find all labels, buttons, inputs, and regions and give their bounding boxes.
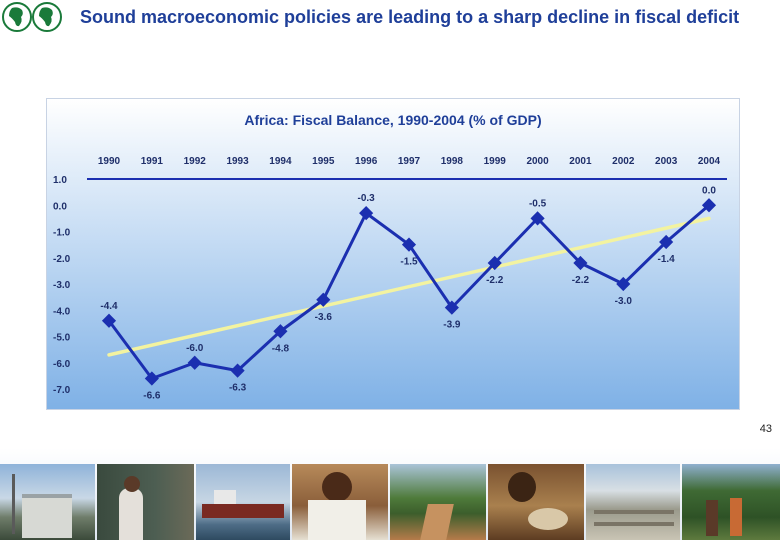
data-point-1992 (187, 355, 202, 370)
x-tick-label: 2004 (698, 156, 721, 167)
photo-port-building (0, 464, 95, 540)
y-tick-label: 0.0 (53, 201, 67, 212)
slide-title: Sound macroeconomic policies are leading… (80, 7, 740, 27)
y-tick-label: -2.0 (53, 254, 71, 265)
photo-cargo-ship (196, 464, 290, 540)
photo-villagers-in-forest (682, 464, 780, 540)
photo-schoolboy-writing (292, 464, 388, 540)
data-point-2001 (573, 255, 588, 271)
data-point-1994 (273, 324, 288, 339)
data-label-1998: -3.9 (443, 320, 461, 331)
data-label-1996: -0.3 (358, 193, 376, 204)
y-tick-label: -6.0 (53, 359, 71, 370)
data-label-2002: -3.0 (615, 296, 633, 307)
x-tick-label: 1995 (312, 156, 335, 167)
x-tick-label: 2001 (569, 156, 592, 167)
data-label-1993: -6.3 (229, 383, 247, 394)
data-label-2001: -2.2 (572, 275, 590, 286)
x-tick-label: 2002 (612, 156, 635, 167)
data-label-1995: -3.6 (315, 312, 333, 323)
data-point-1995 (316, 292, 331, 307)
y-tick-label: 1.0 (53, 175, 67, 186)
data-label-2000: -0.5 (529, 198, 547, 209)
x-tick-label: 2003 (655, 156, 678, 167)
trend-line (107, 216, 711, 357)
data-label-1990: -4.4 (100, 301, 118, 312)
x-tick-label: 1992 (184, 156, 207, 167)
data-label-1997: -1.5 (400, 257, 418, 268)
x-tick-label: 1994 (269, 156, 292, 167)
data-point-1998 (444, 300, 459, 315)
photo-child-at-blackboard (97, 464, 194, 540)
data-point-1997 (401, 237, 417, 252)
data-label-1999: -2.2 (486, 275, 504, 286)
y-tick-label: -4.0 (53, 306, 71, 317)
photo-dirt-road (390, 464, 486, 540)
data-point-1999 (487, 255, 502, 271)
chart-title: Africa: Fiscal Balance, 1990-2004 (% of … (244, 112, 541, 128)
photo-salt-pans (586, 464, 680, 540)
x-tick-label: 1993 (226, 156, 249, 167)
data-point-1991 (144, 371, 159, 386)
y-tick-label: -3.0 (53, 280, 71, 291)
x-tick-label: 2000 (526, 156, 549, 167)
fiscal-balance-chart: Africa: Fiscal Balance, 1990-2004 (% of … (46, 98, 740, 410)
photo-woman-cooking (488, 464, 584, 540)
y-tick-label: -1.0 (53, 228, 71, 239)
data-label-2004: 0.0 (702, 185, 716, 196)
x-tick-label: 1990 (98, 156, 121, 167)
data-point-2003 (659, 234, 674, 250)
data-point-2004 (701, 198, 717, 213)
page-number: 43 (759, 423, 772, 435)
data-point-1996 (359, 206, 374, 221)
y-tick-label: -5.0 (53, 333, 71, 344)
data-label-2003: -1.4 (658, 254, 676, 265)
data-point-1993 (230, 363, 245, 378)
afdb-logo (2, 2, 62, 32)
x-tick-label: 1997 (398, 156, 421, 167)
data-label-1991: -6.6 (143, 391, 161, 402)
data-label-1994: -4.8 (272, 343, 290, 354)
x-tick-label: 1996 (355, 156, 378, 167)
data-point-1990 (101, 313, 117, 328)
x-tick-label: 1998 (441, 156, 464, 167)
data-label-1992: -6.0 (186, 343, 204, 354)
chart-background (47, 99, 739, 409)
x-tick-label: 1991 (141, 156, 164, 167)
y-tick-label: -7.0 (53, 385, 71, 396)
data-point-2002 (616, 276, 631, 292)
x-tick-label: 1999 (484, 156, 507, 167)
